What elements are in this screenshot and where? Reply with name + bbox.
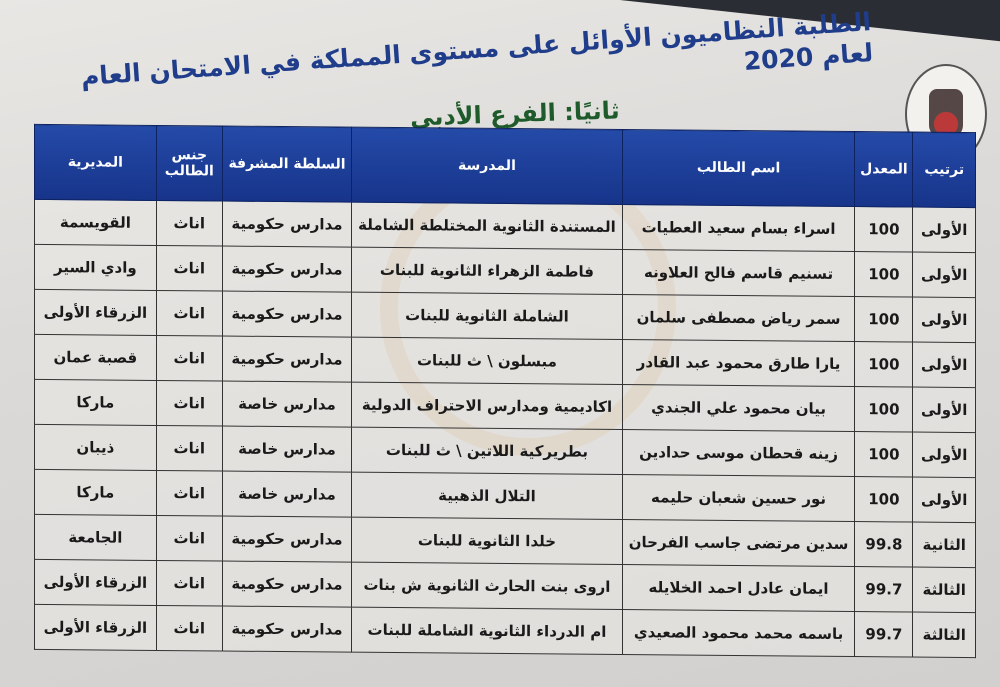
cell-rank: الأولى xyxy=(912,432,976,478)
cell-school: اروى بنت الحارث الثانوية ش بنات xyxy=(351,562,623,610)
cell-rank: الأولى xyxy=(912,387,976,433)
cell-authority: مدارس خاصة xyxy=(222,426,352,473)
table-row: الأولى 100 سمر رياض مصطفى سلمان الشاملة الث… xyxy=(34,289,976,343)
cell-student-name: سمر رياض مصطفى سلمان xyxy=(622,294,855,342)
header-gender: جنس الطالب xyxy=(156,125,223,202)
cell-rank: الأولى xyxy=(912,252,976,298)
cell-school: ام الدرداء الثانوية الشاملة للبنات xyxy=(351,607,623,655)
cell-student-name: زينه قحطان موسى حدادين xyxy=(622,429,855,477)
cell-gender: اناث xyxy=(156,470,223,517)
cell-directorate: القويسمة xyxy=(34,199,157,246)
cell-school: الشاملة الثانوية للبنات xyxy=(351,292,623,340)
cell-average: 100 xyxy=(854,386,913,433)
cell-average: 100 xyxy=(854,296,913,343)
cell-student-name: اسراء بسام سعيد العطيات xyxy=(622,204,855,252)
cell-school: التلال الذهبية xyxy=(351,472,623,520)
table-row: الأولى 100 زينه قحطان موسى حدادين بطريركية … xyxy=(34,424,976,478)
cell-authority: مدارس حكومية xyxy=(222,516,352,563)
cell-rank: الأولى xyxy=(912,297,976,343)
cell-gender: اناث xyxy=(156,335,223,382)
cell-gender: اناث xyxy=(156,605,223,652)
table-row: الثالثة 99.7 ايمان عادل احمد الخلايله اروى … xyxy=(34,559,976,613)
emblem-icon xyxy=(929,89,963,139)
cell-authority: مدارس حكومية xyxy=(222,606,352,653)
cell-directorate: الجامعة xyxy=(34,514,157,561)
cell-school: المستندة الثانوية المختلطة الشاملة xyxy=(351,202,623,250)
table-row: الأولى 100 اسراء بسام سعيد العطيات المستندة… xyxy=(34,199,976,253)
cell-school: مبسلون \ ث للبنات xyxy=(351,337,623,385)
cell-directorate: وادي السير xyxy=(34,244,157,291)
cell-directorate: الزرقاء الأولى xyxy=(34,289,157,336)
cell-authority: مدارس حكومية xyxy=(222,336,352,383)
cell-gender: اناث xyxy=(156,425,223,472)
table-row: الأولى 100 يارا طارق محمود عبد القادر مبسلو… xyxy=(34,334,976,388)
cell-directorate: ماركا xyxy=(34,379,157,426)
table-row: الأولى 100 بيان محمود علي الجندي اكاديمية و… xyxy=(34,379,976,433)
table-row: الأولى 100 نور حسين شعبان حليمه التلال الذه… xyxy=(34,469,976,523)
cell-rank: الأولى xyxy=(912,207,976,253)
cell-school: بطريركية اللاتين \ ث للبنات xyxy=(351,427,623,475)
cell-average: 99.7 xyxy=(854,611,913,658)
cell-directorate: ماركا xyxy=(34,469,157,516)
cell-gender: اناث xyxy=(156,515,223,562)
cell-rank: الثالثة xyxy=(912,567,976,613)
cell-rank: الثالثة xyxy=(912,612,976,658)
cell-student-name: نور حسين شعبان حليمه xyxy=(622,474,855,522)
table-row: الثالثة 99.7 باسمه محمد محمود الصعيدي ام ال… xyxy=(34,604,976,658)
cell-authority: مدارس حكومية xyxy=(222,561,352,608)
cell-average: 100 xyxy=(854,431,913,478)
cell-average: 99.8 xyxy=(854,521,913,568)
header-authority: السلطة المشرفة xyxy=(222,126,352,203)
cell-gender: اناث xyxy=(156,380,223,427)
cell-school: اكاديمية ومدارس الاحتراف الدولية xyxy=(351,382,623,430)
cell-gender: اناث xyxy=(156,245,223,292)
top-students-table: ترتيب المعدل اسم الطالب المدرسة السلطة ا… xyxy=(34,124,976,658)
cell-average: 100 xyxy=(854,206,913,253)
cell-average: 100 xyxy=(854,341,913,388)
table-row: الثانية 99.8 سدين مرتضى جاسب الفرحان خلدا ا… xyxy=(34,514,976,568)
cell-directorate: قصبة عمان xyxy=(34,334,157,381)
cell-rank: الأولى xyxy=(912,342,976,388)
cell-school: خلدا الثانوية للبنات xyxy=(351,517,623,565)
header-school: المدرسة xyxy=(351,127,623,205)
cell-average: 100 xyxy=(854,476,913,523)
cell-authority: مدارس حكومية xyxy=(222,201,352,248)
cell-authority: مدارس خاصة xyxy=(222,381,352,428)
cell-student-name: باسمه محمد محمود الصعيدي xyxy=(622,609,855,657)
cell-student-name: يارا طارق محمود عبد القادر xyxy=(622,339,855,387)
cell-student-name: تسنيم قاسم فالح العلاونه xyxy=(622,249,855,297)
cell-gender: اناث xyxy=(156,200,223,247)
cell-directorate: ذيبان xyxy=(34,424,157,471)
cell-rank: الأولى xyxy=(912,477,976,523)
table-row: الأولى 100 تسنيم قاسم فالح العلاونه فاطمة ا… xyxy=(34,244,976,298)
table-header-row: ترتيب المعدل اسم الطالب المدرسة السلطة ا… xyxy=(34,124,976,208)
cell-student-name: ايمان عادل احمد الخلايله xyxy=(622,564,855,612)
cell-directorate: الزرقاء الأولى xyxy=(34,604,157,651)
cell-gender: اناث xyxy=(156,560,223,607)
cell-school: فاطمة الزهراء الثانوية للبنات xyxy=(351,247,623,295)
cell-average: 99.7 xyxy=(854,566,913,613)
cell-authority: مدارس حكومية xyxy=(222,246,352,293)
header-average: المعدل xyxy=(854,131,913,208)
cell-average: 100 xyxy=(854,251,913,298)
header-rank: ترتيب xyxy=(912,132,976,208)
cell-authority: مدارس حكومية xyxy=(222,291,352,338)
cell-student-name: بيان محمود علي الجندي xyxy=(622,384,855,432)
cell-student-name: سدين مرتضى جاسب الفرحان xyxy=(622,519,855,567)
cell-rank: الثانية xyxy=(912,522,976,568)
cell-authority: مدارس خاصة xyxy=(222,471,352,518)
cell-gender: اناث xyxy=(156,290,223,337)
header-directorate: المديرية xyxy=(34,124,157,201)
header-student-name: اسم الطالب xyxy=(622,129,855,207)
cell-directorate: الزرقاء الأولى xyxy=(34,559,157,606)
